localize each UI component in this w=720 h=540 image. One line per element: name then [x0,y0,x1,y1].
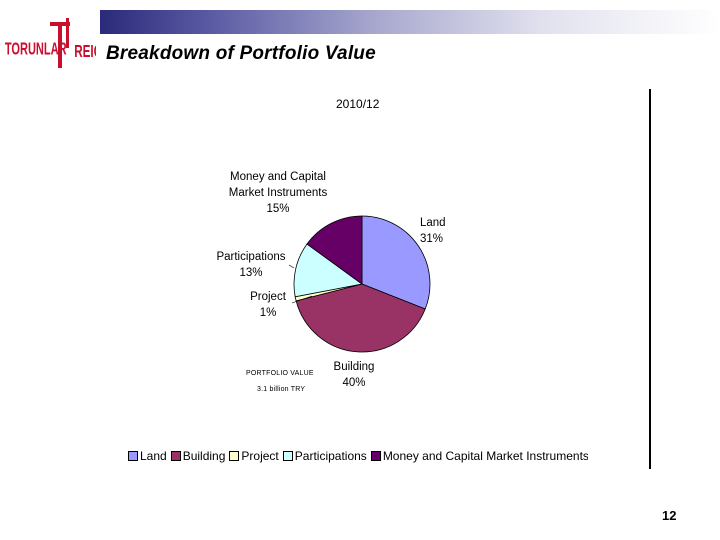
legend-swatch [170,451,181,461]
slice-label-project: Project 1% [250,291,287,319]
leader-line [288,264,295,269]
legend-item: Money and Capital Market Instruments [370,449,588,463]
pie-slice-land [361,215,431,310]
chart-legend: Land Building Project Participations Money a… [128,445,588,467]
leader-line [291,295,313,304]
portfolio-value-amount: 3.1 billion TRY [257,386,306,393]
slice-label-participations: Participations 13% [216,251,285,279]
slice-label-building: Building 40% [334,361,375,389]
legend-label: Participations [294,449,367,463]
header-gradient-bar [100,10,720,34]
legend-label: Money and Capital Market Instruments [382,449,588,463]
legend-item: Participations [282,449,367,463]
legend-item: Land [128,449,167,463]
slice-label-land: Land 31% [420,217,446,245]
chart-title: 2010/12 [336,97,380,111]
logo-mark-bar [58,22,62,68]
legend-label: Project [241,449,279,463]
company-logo: TORUNLAR REIC [4,14,102,70]
logo-mark-top [50,22,70,26]
vertical-divider [649,89,651,469]
pie-slice-participations [293,243,363,298]
page-number: 12 [662,508,677,523]
logo-mark-bar-2 [66,18,69,48]
logo-text-reic: REIC [74,43,96,62]
legend-label: Land [140,449,167,463]
pie-slice-building [295,283,426,353]
legend-item: Project [229,449,279,463]
legend-label: Building [182,449,226,463]
pie-slice-money-and-capital-market-instruments [306,215,363,285]
portfolio-value-label: PORTFOLIO VALUE [246,370,314,377]
slice-label-money-and-capital-market-instruments: Money and Capital Market Instruments 15% [229,171,328,215]
slide-title: Breakdown of Portfolio Value [106,43,376,64]
legend-swatch [370,451,381,461]
legend-swatch [282,451,293,461]
legend-swatch [229,451,240,461]
legend-swatch [128,451,138,461]
legend-item: Building [170,449,226,463]
logo-text-torunlar: TORUNLAR [5,40,67,59]
